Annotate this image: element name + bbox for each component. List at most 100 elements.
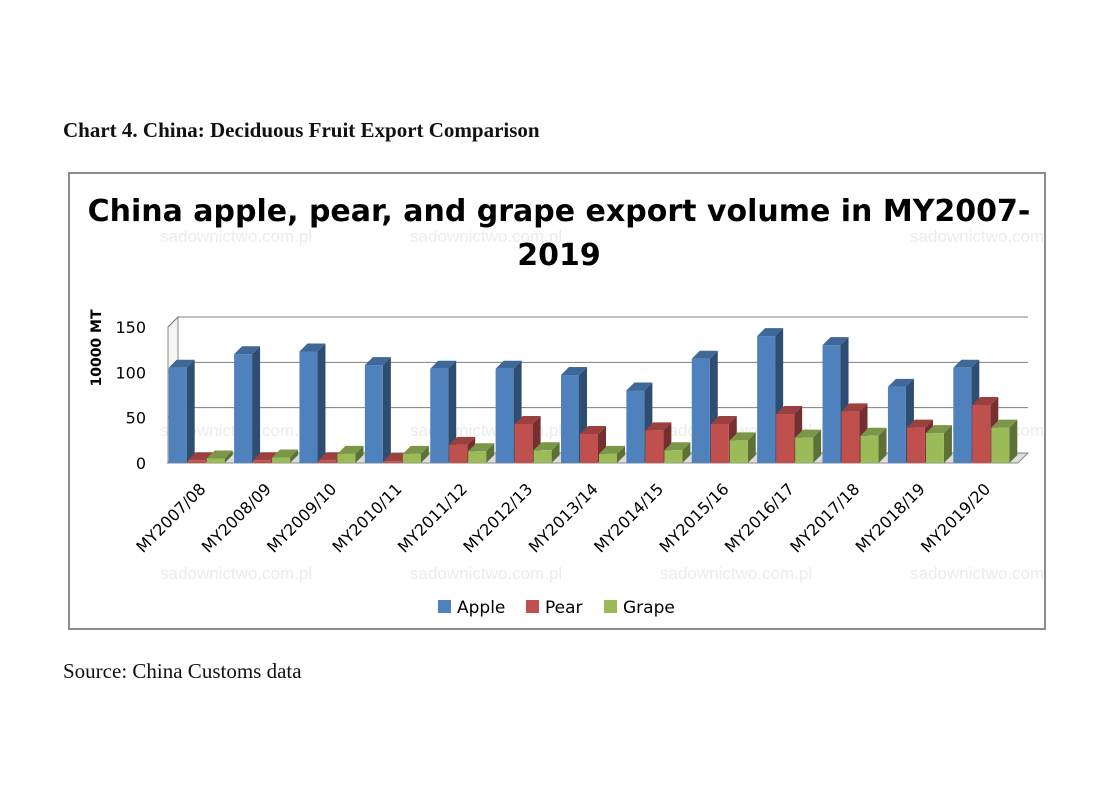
legend-swatch: [438, 600, 451, 613]
x-tick-label: MY2011/12: [394, 479, 471, 556]
bar-apple-my2010-11: [364, 357, 391, 463]
bar-front: [757, 336, 776, 463]
bar-side: [1009, 419, 1018, 463]
bar-front: [795, 437, 814, 463]
bar-front: [514, 424, 533, 463]
bar-grape-my2016-17: [795, 429, 822, 463]
legend: Apple Pear Grape: [438, 598, 675, 618]
legend-label: Pear: [545, 598, 583, 618]
y-tick-label: 50: [126, 409, 146, 428]
bar-top: [430, 360, 457, 369]
bar-front: [860, 435, 879, 463]
x-tick-label: MY2017/18: [786, 479, 863, 556]
bar-front: [253, 460, 272, 463]
bar-front: [822, 345, 841, 463]
bar-side: [551, 442, 560, 463]
bar-front: [691, 358, 710, 463]
bar-top: [337, 445, 364, 454]
x-tick-label: MY2019/20: [917, 479, 994, 556]
bar-top: [514, 416, 541, 425]
bar-front: [626, 390, 645, 463]
bar-side: [943, 425, 952, 463]
bar-top: [645, 422, 672, 431]
bar-top: [561, 367, 587, 376]
bar-front: [710, 424, 729, 463]
legend-item-apple: Apple: [438, 598, 505, 618]
bar-side: [290, 449, 299, 463]
y-axis-label: 10000 MT: [89, 309, 105, 387]
watermark-text: sadownictwo.com.pl: [910, 564, 1044, 583]
bar-front: [468, 451, 487, 463]
bar-side: [186, 359, 195, 463]
bar-top: [906, 419, 933, 428]
y-tick-label: 100: [115, 363, 146, 382]
bar-front: [206, 458, 225, 463]
bar-top: [664, 442, 691, 451]
bar-front: [887, 386, 906, 463]
bar-apple-my2007-08: [168, 359, 195, 463]
y-tick-label: 0: [136, 454, 146, 473]
watermark-text: sadownictwo.com.pl: [660, 564, 812, 583]
bar-top: [364, 357, 391, 366]
bar-apple-my2009-10: [299, 343, 326, 463]
bar-side: [747, 432, 756, 463]
bar-apple-my2011-12: [430, 360, 457, 463]
bar-front: [430, 368, 449, 463]
bar-top: [299, 343, 326, 352]
bar-side: [448, 360, 457, 463]
bar-grape-my2014-15: [664, 442, 691, 463]
bar-top: [953, 359, 980, 368]
bar-grape-my2011-12: [468, 443, 495, 463]
bar-side: [355, 445, 364, 463]
bar-side: [617, 445, 625, 463]
bar-grape-my2018-19: [925, 425, 952, 463]
bar-front: [991, 427, 1010, 463]
chart-title-line-1: China apple, pear, and grape export volu…: [88, 194, 1031, 229]
bar-grape-my2013-14: [599, 445, 625, 463]
bar-top: [626, 382, 653, 391]
bar-top: [168, 359, 195, 368]
bar-grape-my2012-13: [533, 442, 560, 463]
bar-apple-my2008-09: [234, 346, 261, 463]
bar-grape-my2008-09: [272, 449, 299, 463]
bar-top: [234, 346, 261, 355]
bar-front: [402, 453, 421, 463]
bar-top: [206, 450, 233, 459]
bar-side: [252, 346, 261, 463]
legend-item-pear: Pear: [526, 598, 583, 618]
y-axis-ticks: 0 50 100 150: [115, 318, 146, 473]
bar-front: [925, 433, 944, 463]
bar-front: [383, 461, 402, 463]
bar-front: [299, 351, 318, 463]
bar-front: [337, 453, 356, 463]
chart-canvas: sadownictwo.com.pl sadownictwo.com.pl sado…: [88, 194, 1044, 618]
bar-side: [382, 357, 391, 463]
bar-front: [168, 367, 187, 463]
bar-top: [599, 445, 625, 454]
bar-front: [580, 433, 598, 463]
bar-group: [168, 328, 1018, 463]
bar-top: [272, 449, 299, 458]
chart-frame: sadownictwo.com.pl sadownictwo.com.pl sado…: [68, 172, 1046, 630]
bar-front: [234, 354, 253, 463]
watermark-text: sadownictwo.com.pl: [910, 227, 1044, 246]
bar-top: [757, 328, 784, 337]
x-tick-label: MY2013/14: [525, 479, 602, 556]
x-tick-label: MY2018/19: [852, 479, 929, 556]
legend-swatch: [526, 600, 539, 613]
legend-label: Apple: [457, 598, 505, 618]
bar-front: [729, 440, 748, 463]
bar-grape-my2019-20: [991, 419, 1018, 463]
bar-grape-my2009-10: [337, 445, 364, 463]
bar-front: [953, 367, 972, 463]
bar-side: [813, 429, 822, 463]
x-tick-label: MY2010/11: [329, 479, 406, 556]
x-tick-label: MY2016/17: [721, 479, 798, 556]
bar-grape-my2007-08: [206, 450, 233, 463]
bar-top: [972, 396, 999, 405]
bar-front: [664, 450, 683, 463]
bar-front: [561, 375, 579, 463]
bar-front: [187, 460, 206, 463]
bar-side: [420, 445, 429, 463]
bar-top: [691, 350, 718, 359]
